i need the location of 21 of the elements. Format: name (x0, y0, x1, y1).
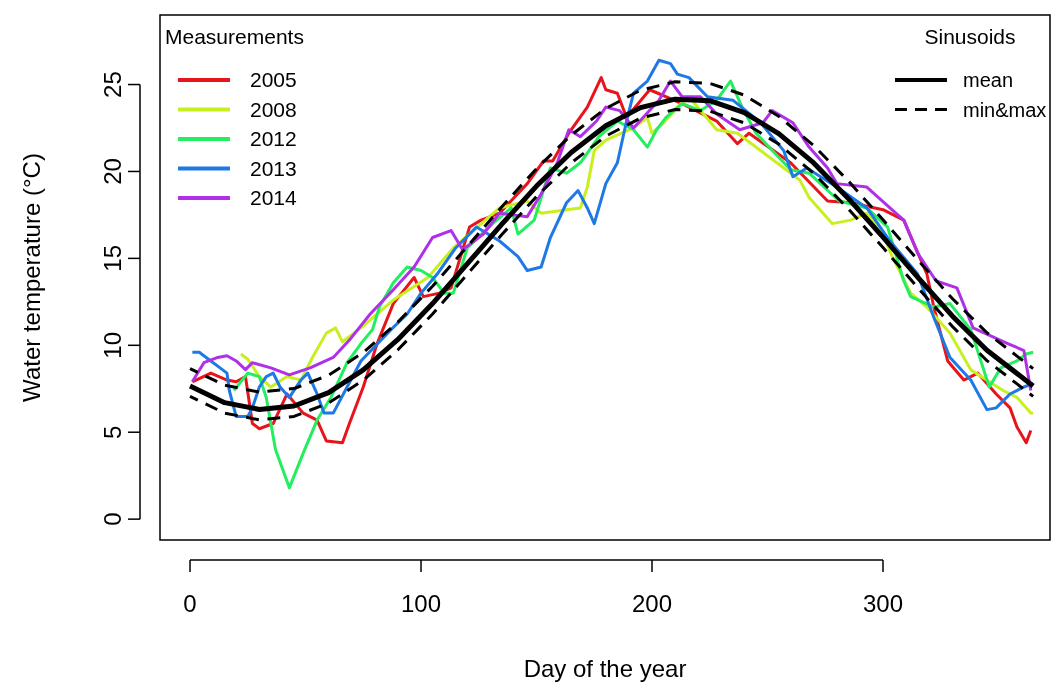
legend-title: Measurements (165, 25, 304, 48)
y-tick-label: 20 (99, 158, 127, 185)
x-tick-label: 100 (400, 590, 442, 617)
legend-label: 2014 (250, 186, 298, 209)
legend-label: 2005 (250, 68, 297, 91)
x-tick-label: 0 (183, 590, 197, 617)
y-tick-label: 0 (99, 512, 127, 526)
x-tick-label: 300 (862, 590, 904, 617)
y-axis-title: Water temperature (°C) (18, 153, 45, 402)
x-tick-label: 200 (631, 590, 673, 617)
legend-label: 2008 (250, 97, 297, 121)
x-axis-title: Day of the year (523, 655, 687, 682)
legend-label: min&max (963, 98, 1047, 121)
legend-label: 2013 (250, 156, 297, 180)
y-tick-label: 15 (99, 245, 127, 272)
legend-label: 2012 (250, 127, 297, 150)
annotation: Sinusoids (924, 25, 1016, 48)
y-tick-label: 10 (99, 331, 127, 359)
legend-label: mean (963, 69, 1014, 91)
y-tick-label: 25 (99, 71, 127, 98)
y-tick-label: 5 (99, 425, 127, 439)
